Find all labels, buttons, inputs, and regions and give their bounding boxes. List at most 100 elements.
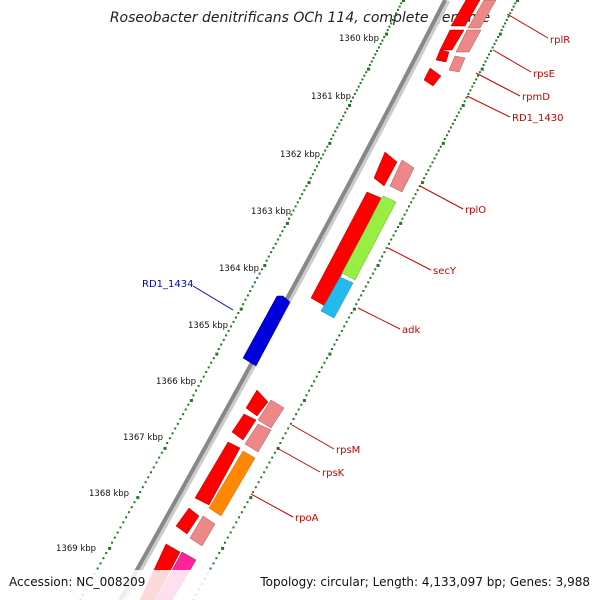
kbp-minor-tick — [385, 247, 388, 249]
kbp-minor-tick — [455, 115, 458, 118]
kbp-minor-tick — [431, 161, 434, 164]
gene-rpsE[interactable] — [439, 29, 465, 51]
kbp-minor-tick — [197, 384, 200, 387]
kbp-minor-tick — [305, 185, 308, 188]
label-rpmD: rpmD — [522, 92, 550, 103]
kbp-minor-tick — [315, 375, 318, 378]
kbp-minor-tick — [158, 456, 161, 459]
kbp-minor-tick — [122, 521, 125, 524]
gene-secY[interactable] — [341, 195, 397, 281]
gene-rpoA[interactable] — [208, 450, 256, 517]
kbp-minor-tick — [257, 481, 260, 484]
accession-text: Accession: NC_008209 — [9, 575, 145, 589]
kbp-minor-tick — [381, 39, 384, 42]
kbp-major-tick — [402, 0, 405, 2]
kbp-minor-tick — [270, 251, 273, 254]
kbp-minor-tick — [310, 384, 313, 387]
gene-rplO[interactable] — [373, 151, 398, 187]
gene-adk[interactable] — [320, 276, 354, 319]
kbp-minor-tick — [289, 422, 292, 425]
gene-rpsM[interactable] — [257, 399, 285, 429]
kbp-minor-tick — [355, 89, 358, 92]
kbp-minor-tick — [225, 334, 228, 337]
kbp-minor-tick — [273, 451, 276, 454]
kbp-minor-tick — [355, 303, 358, 306]
kbp-minor-tick — [99, 562, 102, 565]
kbp-minor-tick — [281, 437, 284, 440]
kbp-minor-tick — [334, 130, 337, 133]
kbp-minor-tick — [240, 511, 243, 514]
kbp-minor-tick — [463, 100, 466, 103]
kbp-minor-tick — [467, 92, 470, 95]
kbp-minor-tick — [427, 169, 430, 172]
kbp-minor-tick — [242, 303, 245, 306]
kbp-minor-tick — [418, 185, 421, 188]
kbp-minor-tick — [271, 456, 274, 459]
kbp-minor-tick — [263, 471, 266, 474]
kbp-minor-tick — [371, 272, 374, 275]
kbp-minor-tick — [435, 153, 438, 156]
kbp-minor-tick — [359, 82, 362, 84]
gene-RD1_1434[interactable] — [242, 295, 291, 367]
kbp-minor-tick — [482, 64, 485, 66]
kbp-minor-tick — [295, 413, 298, 416]
kbp-minor-tick — [361, 78, 364, 81]
kbp-minor-tick — [486, 56, 489, 59]
kbp-minor-tick — [386, 29, 389, 32]
kbp-minor-tick — [502, 25, 505, 28]
kbp-label: 1365 kbp — [188, 321, 228, 331]
kbp-major-tick — [516, 0, 519, 2]
kbp-minor-tick — [332, 134, 335, 137]
kbp-minor-tick — [246, 501, 249, 504]
kbp-minor-tick — [459, 107, 462, 110]
kbp-ticks-outer — [79, 0, 405, 600]
gene-rplR[interactable] — [450, 0, 481, 27]
label-adk: adk — [402, 325, 420, 336]
kbp-minor-tick — [507, 15, 510, 18]
kbp-minor-tick — [368, 64, 371, 66]
kbp-minor-tick — [350, 100, 352, 103]
kbp-minor-tick — [405, 209, 408, 212]
kbp-minor-tick — [313, 169, 316, 172]
label-rpsM: rpsM — [336, 445, 360, 456]
kbp-minor-tick — [315, 165, 318, 168]
kbp-major-tick — [263, 264, 267, 267]
kbp-label: 1366 kbp — [156, 377, 196, 387]
kbp-label: 1367 kbp — [123, 433, 163, 443]
kbp-minor-tick — [363, 74, 366, 77]
kbp-minor-tick — [96, 567, 99, 570]
kbp-minor-tick — [357, 85, 360, 88]
kbp-minor-tick — [394, 230, 397, 233]
kbp-major-tick — [376, 264, 380, 267]
kbp-major-tick — [307, 181, 311, 185]
gene-bottom-pink-1 — [189, 515, 216, 547]
gene-rpsK[interactable] — [244, 423, 272, 453]
kbp-labels: 1360 kbp 1361 kbp 1362 kbp 1363 kbp 1364… — [56, 34, 379, 554]
kbp-minor-tick — [425, 173, 428, 176]
kbp-minor-tick — [297, 408, 300, 411]
kbp-minor-tick — [237, 312, 240, 314]
kbp-major-tick — [348, 104, 352, 107]
label-RD1_1430: RD1_1430 — [512, 113, 563, 124]
gene-leader-lines — [192, 13, 549, 518]
kbp-minor-tick — [252, 491, 255, 494]
kbp-minor-tick — [230, 325, 232, 328]
gene-rplR-rna — [467, 0, 497, 29]
gene-rpmD[interactable] — [435, 49, 450, 63]
kbp-minor-tick — [160, 451, 163, 454]
kbp-minor-tick — [412, 197, 415, 200]
kbp-minor-tick — [258, 272, 261, 275]
kbp-minor-tick — [509, 12, 512, 15]
kbp-minor-tick — [345, 320, 348, 323]
kbp-minor-tick — [141, 486, 144, 489]
kbp-minor-tick — [400, 2, 403, 5]
kbp-minor-tick — [212, 357, 215, 360]
kbp-minor-tick — [357, 298, 360, 301]
kbp-minor-tick — [344, 111, 347, 114]
kbp-minor-tick — [249, 290, 252, 292]
kbp-minor-tick — [182, 413, 185, 416]
kbp-minor-tick — [152, 466, 155, 469]
kbp-minor-tick — [379, 42, 382, 45]
gene-RD1_1430[interactable] — [423, 67, 442, 87]
